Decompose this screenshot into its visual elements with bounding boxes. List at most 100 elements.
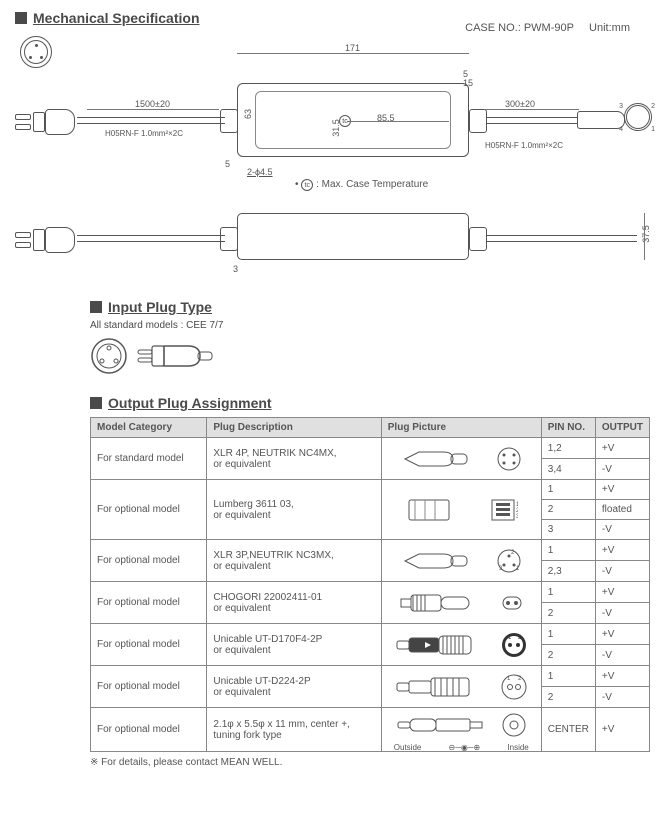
side-case [237, 213, 469, 260]
right-cable [487, 117, 577, 124]
input-plug-section: Input Plug Type All standard models : CE… [15, 299, 655, 375]
cell-description: Lumberg 3611 03,or equivalent [207, 480, 381, 540]
dim-37-5: 37.5 [641, 225, 651, 243]
col-desc: Plug Description [207, 418, 381, 438]
svg-text:2: 2 [518, 676, 522, 682]
section-marker-icon [90, 301, 102, 313]
cell-category: For optional model [91, 480, 207, 540]
section-header: Input Plug Type [90, 299, 655, 315]
cell-output: -V [595, 603, 649, 624]
cell-description: XLR 3P,NEUTRIK NC3MX,or equivalent [207, 540, 381, 582]
cell-pin: 1 [541, 540, 595, 561]
connector-face-icon [20, 36, 52, 68]
dim-15: 15 [463, 78, 473, 88]
dim-cable-right: 300±20 [505, 99, 535, 109]
input-plug-side-icon [15, 227, 75, 253]
cell-output: +V [595, 708, 649, 752]
cell-category: For optional model [91, 708, 207, 752]
plug-picture-icon [388, 442, 535, 475]
plug-picture-icon [388, 708, 535, 743]
strain-relief-icon [220, 109, 238, 133]
section-title: Mechanical Specification [33, 10, 200, 26]
cell-output: +V [595, 624, 649, 645]
col-picture: Plug Picture [381, 418, 541, 438]
cell-pin: 1 [541, 624, 595, 645]
pin-2: 2 [651, 103, 655, 110]
cell-pin: 1 [541, 480, 595, 500]
cell-category: For standard model [91, 438, 207, 480]
cell-output: +V [595, 540, 649, 561]
cell-output: -V [595, 459, 649, 480]
section-marker-icon [90, 397, 102, 409]
pin-3: 3 [619, 103, 623, 110]
table-header-row: Model Category Plug Description Plug Pic… [91, 418, 650, 438]
left-cable [77, 117, 225, 124]
output-plug-icon [577, 111, 625, 129]
dim-3: 3 [233, 264, 238, 274]
section-title: Output Plug Assignment [108, 395, 272, 411]
cell-description: CHOGORI 22002411-01or equivalent [207, 582, 381, 624]
hole-spec: 2-ϕ4.5 [247, 167, 273, 177]
cell-output: +V [595, 438, 649, 459]
col-output: OUTPUT [595, 418, 649, 438]
cell-output: +V [595, 666, 649, 687]
section-marker-icon [15, 12, 27, 24]
cell-output: -V [595, 687, 649, 708]
cell-category: For optional model [91, 582, 207, 624]
table-row: For optional modelCHOGORI 22002411-01or … [91, 582, 650, 603]
cell-picture [381, 582, 541, 624]
cell-output: -V [595, 520, 649, 540]
table-footnote: ※ For details, please contact MEAN WELL. [90, 757, 655, 768]
cell-category: For optional model [91, 624, 207, 666]
cell-picture: 12 [381, 666, 541, 708]
cell-picture: Outside⊖─◉─⊕Inside [381, 708, 541, 752]
table-row: For optional modelUnicable UT-D170F4-2Po… [91, 624, 650, 645]
svg-text:3: 3 [499, 566, 503, 572]
cell-picture [381, 438, 541, 480]
cell-pin: 1,2 [541, 438, 595, 459]
dim-cable-left: 1500±20 [135, 99, 170, 109]
cable-left-spec: H05RN-F 1.0mm²×2C [105, 129, 183, 138]
dim-line [237, 53, 469, 54]
cell-picture: 12 [381, 624, 541, 666]
plug-icons [90, 337, 655, 375]
cell-pin: 2 [541, 500, 595, 520]
section-header: Output Plug Assignment [90, 395, 655, 411]
svg-text:3: 3 [516, 514, 518, 520]
mechanical-spec-section: Mechanical Specification CASE NO.: PWM-9… [15, 10, 655, 289]
section-title: Input Plug Type [108, 299, 212, 315]
side-view-drawing: 3 37.5 [15, 199, 655, 289]
inner-case [255, 91, 451, 149]
dim-63: 63 [243, 109, 253, 119]
output-connector-face-icon [624, 103, 652, 131]
cell-picture: 231 [381, 540, 541, 582]
tc-note: • tc : Max. Case Temperature [295, 179, 428, 191]
table-row: For standard modelXLR 4P, NEUTRIK NC4MX,… [91, 438, 650, 459]
table-row: For optional model2.1φ x 5.5φ x 11 mm, c… [91, 708, 650, 752]
svg-text:1: 1 [516, 566, 520, 572]
table-row: For optional modelUnicable UT-D224-2Por … [91, 666, 650, 687]
cell-pin: 2 [541, 645, 595, 666]
cell-pin: 2 [541, 687, 595, 708]
cell-category: For optional model [91, 540, 207, 582]
output-plug-table: Model Category Plug Description Plug Pic… [90, 417, 650, 752]
strain-relief-icon [469, 109, 487, 133]
pin-4: 4 [619, 126, 623, 133]
plug-picture-icon: 231 [388, 544, 535, 577]
input-note: All standard models : CEE 7/7 [90, 320, 655, 331]
cell-pin: 1 [541, 582, 595, 603]
cell-description: 2.1φ x 5.5φ x 11 mm, center +,tuning for… [207, 708, 381, 752]
dim-5-left: 5 [225, 159, 230, 169]
table-row: For optional modelXLR 3P,NEUTRIK NC3MX,o… [91, 540, 650, 561]
plug-picture-icon: 12 [388, 670, 535, 703]
cell-output: floated [595, 500, 649, 520]
cell-pin: 2 [541, 603, 595, 624]
cell-description: Unicable UT-D170F4-2Por equivalent [207, 624, 381, 666]
cell-output: -V [595, 645, 649, 666]
pin-1: 1 [651, 126, 655, 133]
cell-pin: 2,3 [541, 561, 595, 582]
plug-picture-icon [388, 586, 535, 619]
cell-description: Unicable UT-D224-2Por equivalent [207, 666, 381, 708]
col-category: Model Category [91, 418, 207, 438]
cell-picture: 123 [381, 480, 541, 540]
